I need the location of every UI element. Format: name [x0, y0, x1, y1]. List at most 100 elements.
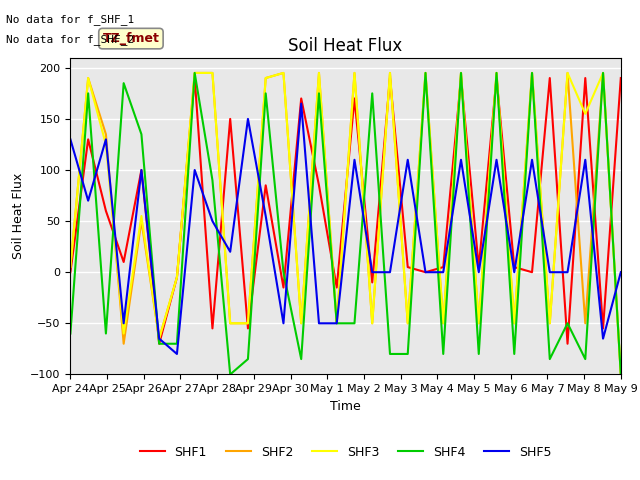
SHF5	[422, 269, 429, 275]
SHF4	[156, 341, 163, 347]
SHF1	[475, 264, 483, 270]
SHF1	[84, 136, 92, 142]
SHF2	[475, 321, 483, 326]
SHF5	[298, 101, 305, 107]
SHF2	[404, 321, 412, 326]
SHF2	[528, 70, 536, 76]
SHF3	[528, 70, 536, 76]
SHF3	[102, 142, 109, 147]
SHF5	[191, 167, 198, 173]
SHF4	[262, 91, 269, 96]
SHF1	[67, 269, 74, 275]
SHF1	[511, 264, 518, 270]
SHF4	[191, 70, 198, 76]
SHF2	[244, 321, 252, 326]
SHF5	[493, 157, 500, 163]
SHF4	[298, 356, 305, 362]
SHF3	[511, 321, 518, 326]
SHF3	[209, 70, 216, 76]
SHF4	[351, 321, 358, 326]
SHF4	[457, 70, 465, 76]
SHF4	[333, 321, 340, 326]
SHF3	[156, 336, 163, 341]
SHF5	[333, 321, 340, 326]
SHF3	[617, 372, 625, 377]
SHF1	[262, 182, 269, 188]
SHF4	[280, 269, 287, 275]
SHF5	[404, 157, 412, 163]
SHF5	[67, 136, 74, 142]
SHF3	[315, 70, 323, 76]
SHF1	[227, 116, 234, 122]
SHF1	[298, 96, 305, 101]
SHF5	[315, 321, 323, 326]
SHF2	[546, 321, 554, 326]
SHF3	[564, 70, 572, 76]
SHF2	[84, 75, 92, 81]
SHF2	[369, 321, 376, 326]
SHF4	[102, 331, 109, 336]
SHF1	[209, 325, 216, 331]
SHF5	[546, 269, 554, 275]
SHF3	[67, 264, 74, 270]
SHF5	[440, 269, 447, 275]
SHF2	[280, 70, 287, 76]
SHF4	[528, 70, 536, 76]
Y-axis label: Soil Heat Flux: Soil Heat Flux	[12, 173, 25, 259]
SHF3	[457, 70, 465, 76]
SHF1	[546, 75, 554, 81]
SHF2	[333, 321, 340, 326]
Line: SHF1: SHF1	[70, 78, 621, 344]
SHF4	[67, 331, 74, 336]
SHF5	[564, 269, 572, 275]
Line: SHF2: SHF2	[70, 73, 621, 374]
SHF3	[227, 321, 234, 326]
SHF1	[280, 285, 287, 290]
SHF2	[493, 70, 500, 76]
SHF2	[440, 321, 447, 326]
SHF1	[333, 285, 340, 290]
SHF3	[298, 321, 305, 326]
SHF2	[156, 336, 163, 341]
SHF1	[582, 75, 589, 81]
SHF1	[173, 275, 180, 280]
SHF5	[457, 157, 465, 163]
SHF3	[475, 321, 483, 326]
SHF4	[315, 91, 323, 96]
X-axis label: Time: Time	[330, 400, 361, 413]
SHF4	[138, 132, 145, 137]
SHF3	[599, 70, 607, 76]
SHF5	[209, 218, 216, 224]
SHF3	[493, 70, 500, 76]
SHF3	[369, 321, 376, 326]
SHF1	[244, 325, 252, 331]
SHF4	[599, 70, 607, 76]
SHF4	[369, 91, 376, 96]
Text: TZ_fmet: TZ_fmet	[102, 32, 159, 45]
SHF4	[209, 177, 216, 183]
Legend: SHF1, SHF2, SHF3, SHF4, SHF5: SHF1, SHF2, SHF3, SHF4, SHF5	[134, 441, 557, 464]
SHF5	[369, 269, 376, 275]
SHF5	[617, 269, 625, 275]
SHF3	[173, 275, 180, 280]
SHF1	[102, 208, 109, 214]
SHF2	[315, 70, 323, 76]
SHF5	[599, 336, 607, 341]
SHF2	[120, 341, 127, 347]
Text: No data for f_SHF_1: No data for f_SHF_1	[6, 14, 134, 25]
SHF2	[102, 132, 109, 137]
SHF3	[546, 321, 554, 326]
SHF1	[564, 341, 572, 347]
SHF5	[84, 198, 92, 204]
SHF5	[582, 157, 589, 163]
SHF1	[440, 264, 447, 270]
SHF2	[582, 321, 589, 326]
SHF3	[262, 75, 269, 81]
SHF4	[440, 351, 447, 357]
SHF4	[244, 356, 252, 362]
SHF3	[191, 70, 198, 76]
SHF3	[440, 321, 447, 326]
SHF2	[227, 321, 234, 326]
SHF5	[102, 136, 109, 142]
Line: SHF4: SHF4	[70, 73, 621, 374]
